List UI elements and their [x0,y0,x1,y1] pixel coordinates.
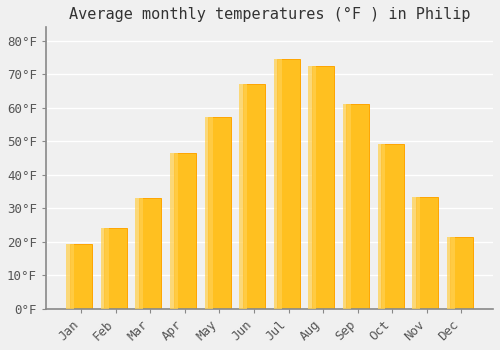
Bar [412,197,420,309]
Bar [447,237,454,309]
Bar [170,153,178,309]
Bar [274,59,281,309]
Bar [174,153,196,309]
Bar [343,104,351,309]
Bar [239,84,247,309]
Bar [204,117,212,309]
Bar [101,229,109,309]
Bar [208,117,231,309]
Bar [381,144,404,309]
Title: Average monthly temperatures (°F ) in Philip: Average monthly temperatures (°F ) in Ph… [69,7,470,22]
Bar [139,198,162,309]
Bar [346,104,369,309]
Bar [136,198,143,309]
Bar [308,66,316,309]
Bar [378,144,386,309]
Bar [66,244,74,309]
Bar [70,244,92,309]
Bar [416,197,438,309]
Bar [278,59,300,309]
Bar [450,237,472,309]
Bar [104,229,127,309]
Bar [242,84,265,309]
Bar [312,66,334,309]
